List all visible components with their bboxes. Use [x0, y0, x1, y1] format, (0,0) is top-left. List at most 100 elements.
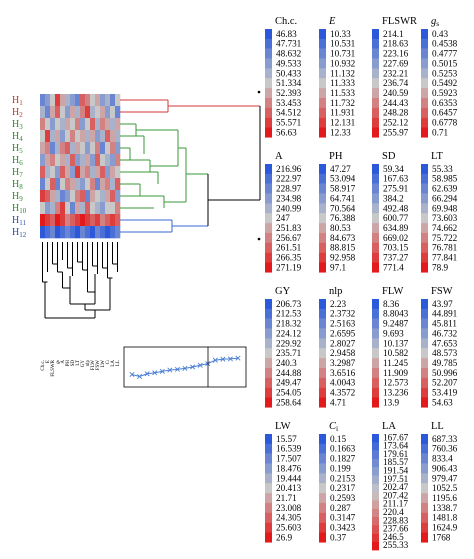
- heatmap-cell: [60, 202, 66, 215]
- heatmap-cell: [95, 118, 101, 131]
- heatmap-cell: [60, 178, 66, 191]
- row-label: H2: [12, 107, 23, 119]
- legend-value: 687.33: [432, 434, 458, 444]
- legend-value: 97.1: [330, 262, 346, 272]
- legend-title: LT: [431, 151, 443, 162]
- legend-swatch: [372, 450, 379, 460]
- heatmap-cell: [70, 130, 76, 143]
- heatmap-cell: [90, 154, 96, 167]
- legend-swatch: [372, 308, 379, 319]
- legend-value: 737.27: [383, 253, 409, 263]
- heatmap-cell: [75, 118, 81, 131]
- legend-value: 8.8043: [383, 309, 409, 319]
- legend-value: 11.909: [383, 368, 408, 378]
- heatmap-cell: [90, 106, 96, 119]
- row-label: H9: [12, 191, 23, 203]
- heatmap-cell: [75, 226, 81, 239]
- legend-value: 12.573: [383, 378, 409, 388]
- legend-value: 206.73: [276, 299, 302, 309]
- legend-value: 240.59: [383, 88, 409, 98]
- legend-title: FLW: [382, 286, 403, 297]
- legend-value: 212.53: [276, 309, 302, 319]
- legend-value: 4.3572: [330, 388, 356, 398]
- heatmap-cell: [75, 166, 81, 179]
- color-key-marker: [182, 365, 188, 371]
- legend-swatch: [319, 68, 326, 79]
- row-label: H4: [12, 131, 23, 143]
- heatmap-cell: [110, 154, 116, 167]
- heatmap-cell: [100, 154, 106, 167]
- legend-value: 229.92: [276, 338, 302, 348]
- heatmap-cell: [45, 118, 51, 131]
- legend-swatch: [265, 173, 272, 184]
- legend-swatch: [372, 29, 379, 40]
- heatmap-cell: [55, 226, 61, 239]
- legend-swatch: [265, 68, 272, 79]
- legend-value: 240.99: [276, 203, 302, 213]
- heatmap-cell: [45, 202, 51, 215]
- legend-value: 0.5492: [432, 78, 458, 88]
- legend-swatch: [265, 493, 272, 504]
- legend-swatch: [319, 242, 326, 253]
- legend-swatch: [319, 193, 326, 204]
- legend-swatch: [372, 483, 379, 493]
- heatmap-cell: [100, 190, 106, 203]
- heatmap-cell: [80, 190, 86, 203]
- heatmap-cell: [85, 94, 91, 107]
- heatmap-cell: [55, 94, 61, 107]
- legend-swatch: [265, 242, 272, 253]
- legend-value: 167.63: [383, 174, 409, 184]
- legend-swatch: [265, 358, 272, 369]
- heatmap-cell: [90, 226, 96, 239]
- legend-swatch: [319, 377, 326, 388]
- heatmap-cell: [70, 178, 76, 191]
- heatmap-cell: [90, 118, 96, 131]
- legend-swatch: [319, 203, 326, 214]
- legend-swatch: [265, 387, 272, 398]
- heatmap-cell: [85, 106, 91, 119]
- legend-value: 20.413: [276, 483, 302, 493]
- heatmap-cell: [90, 214, 96, 227]
- legend-value: 10.33: [330, 29, 351, 39]
- legend-swatch: [421, 434, 428, 445]
- legend-value: 10.137: [383, 338, 409, 348]
- heatmap-cell: [95, 214, 101, 227]
- heatmap-cell: [70, 166, 76, 179]
- legend-value: 0.3147: [330, 513, 356, 523]
- heatmap-cell: [100, 94, 106, 107]
- legend-swatch: [319, 443, 326, 454]
- row-label: H8: [12, 179, 23, 191]
- legend-value: 214.1: [383, 29, 404, 39]
- legend-swatch: [372, 232, 379, 243]
- legend-value: 88.815: [330, 243, 356, 253]
- legend-value: 185.57: [383, 457, 409, 467]
- legend-swatch: [265, 443, 272, 454]
- legend-value: 80.53: [330, 223, 351, 233]
- legend-value: 9.2487: [383, 319, 409, 329]
- legend-value: 73.603: [432, 213, 458, 223]
- legend-swatch: [421, 68, 428, 79]
- legend-swatch: [372, 458, 379, 468]
- legend-swatch: [421, 213, 428, 224]
- legend-value: 261.51: [276, 243, 302, 253]
- legend-value: 11.533: [330, 88, 355, 98]
- legend-swatch: [265, 183, 272, 194]
- legend-value: 2.5163: [330, 319, 356, 329]
- legend-swatch: [265, 367, 272, 378]
- legend-swatch: [421, 473, 428, 484]
- legend-value: 1195.6: [432, 493, 457, 503]
- legend-value: 50.996: [432, 368, 458, 378]
- legend-value: 0.2153: [330, 473, 356, 483]
- legend-value: 228.97: [276, 184, 302, 194]
- legend-swatch: [265, 502, 272, 513]
- heatmap-cell: [50, 154, 56, 167]
- heatmap-cell: [85, 142, 91, 155]
- column-label: SD: [71, 360, 76, 367]
- legend-value: 197.51: [383, 474, 409, 484]
- heatmap-cell: [115, 106, 121, 119]
- legend-value: 45.811: [432, 319, 457, 329]
- legend-swatch: [372, 508, 379, 518]
- legend-value: 52.393: [276, 88, 302, 98]
- heatmap-cell: [80, 118, 86, 131]
